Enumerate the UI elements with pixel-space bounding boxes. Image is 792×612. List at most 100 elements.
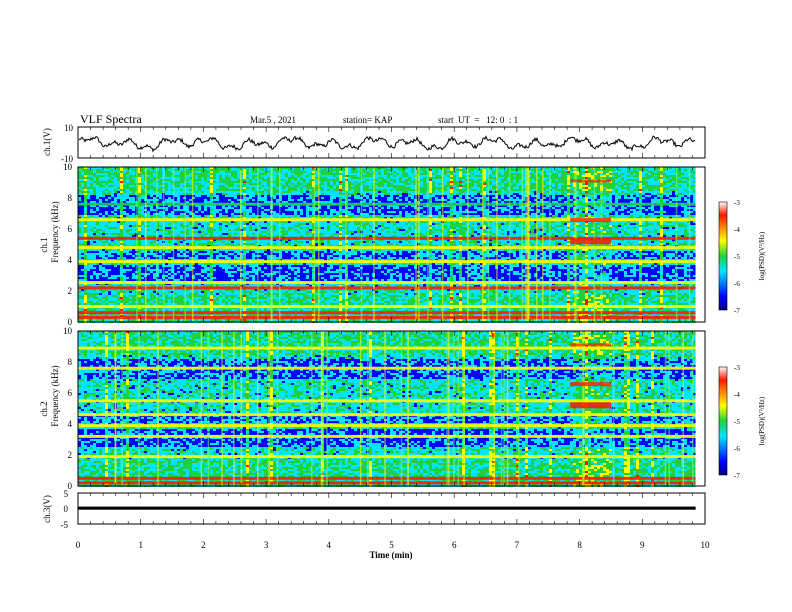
spectrogram-cell xyxy=(87,243,90,245)
spectrogram-cell xyxy=(252,211,255,213)
spectrogram-cell xyxy=(207,183,210,185)
spectrogram-cell xyxy=(84,233,87,235)
spectrogram-cell xyxy=(108,185,111,187)
spectrogram-cell xyxy=(129,171,132,173)
spectrogram-cell xyxy=(141,235,144,237)
spectrogram-cell xyxy=(228,271,231,273)
spectrogram-cell xyxy=(207,309,210,311)
spectrogram-cell xyxy=(213,175,216,177)
spectrogram-cell xyxy=(219,175,222,177)
spectrogram-cell xyxy=(111,181,114,183)
spectrogram-cell xyxy=(207,271,210,273)
spectrogram-cell xyxy=(84,319,87,321)
spectrogram-cell xyxy=(219,301,222,303)
spectrogram-cell xyxy=(243,183,246,185)
spectrogram-cell xyxy=(246,199,249,201)
spectrogram-cell xyxy=(186,183,189,185)
spectrogram-cell xyxy=(114,309,117,311)
spectrogram-cell xyxy=(189,265,192,267)
spectrogram-cell xyxy=(213,183,216,185)
spectrogram-cell xyxy=(216,223,219,225)
spectrogram-cell xyxy=(243,309,246,311)
spectrogram-cell xyxy=(120,271,123,273)
spectrogram-cell xyxy=(234,271,237,273)
spectrogram-cell xyxy=(174,171,177,173)
spectrogram-cell xyxy=(129,225,132,227)
spectrogram-cell xyxy=(81,235,84,237)
spectrogram-cell xyxy=(201,303,204,305)
spectrogram-cell xyxy=(174,169,177,171)
spectrogram-cell xyxy=(108,189,111,191)
spectrogram-cell xyxy=(201,183,204,185)
spectrogram-cell xyxy=(198,265,201,267)
spectrogram-cell xyxy=(201,271,204,273)
spectrogram-cell xyxy=(195,171,198,173)
spectrogram-cell xyxy=(117,293,120,295)
spectrogram-cell xyxy=(150,297,153,299)
spectrogram-cell xyxy=(159,233,162,235)
spectrogram-cell xyxy=(177,253,180,255)
spectrogram-cell xyxy=(231,297,234,299)
spectrogram-cell xyxy=(228,255,231,257)
spectrogram-cell xyxy=(261,291,264,293)
spectrogram-cell xyxy=(213,233,216,235)
spectrogram-cell xyxy=(246,271,249,273)
spectrogram-cell xyxy=(195,231,198,233)
spectrogram-cell xyxy=(147,169,150,171)
spectrogram-cell xyxy=(249,185,252,187)
spectrogram-cell xyxy=(111,253,114,255)
spectrogram-cell xyxy=(237,241,240,243)
spectrogram-cell xyxy=(195,295,198,297)
spectrogram-cell xyxy=(150,183,153,185)
spectrogram-cell xyxy=(189,231,192,233)
spectrogram-cell xyxy=(267,297,270,299)
spectrogram-cell xyxy=(120,309,123,311)
spectrogram-cell xyxy=(99,267,102,269)
spectrogram-cell xyxy=(153,209,156,211)
spectrogram-cell xyxy=(117,251,120,253)
spectrogram-cell xyxy=(117,319,120,321)
spectrogram-cell xyxy=(84,309,87,311)
spectrogram-cell xyxy=(117,303,120,305)
spectrogram-cell xyxy=(201,211,204,213)
spectrogram-cell xyxy=(195,279,198,281)
spectrogram-cell xyxy=(102,319,105,321)
spectrogram-cell xyxy=(84,269,87,271)
spectrogram-cell xyxy=(90,185,93,187)
spectrogram-cell xyxy=(126,211,129,213)
spectrogram-cell xyxy=(108,273,111,275)
spectrogram-cell xyxy=(105,189,108,191)
spectrogram-cell xyxy=(228,301,231,303)
spectrogram-cell xyxy=(189,241,192,243)
spectrogram-cell xyxy=(120,215,123,217)
spectrogram-cell xyxy=(261,185,264,187)
spectrogram-cell xyxy=(168,249,171,251)
spectrogram-cell xyxy=(249,199,252,201)
spectrogram-cell xyxy=(93,199,96,201)
spectrogram-cell xyxy=(246,301,249,303)
spectrogram-cell xyxy=(129,303,132,305)
spectrogram-cell xyxy=(168,297,171,299)
spectrogram-cell xyxy=(153,177,156,179)
spectrogram-cell xyxy=(216,227,219,229)
spectrogram-cell xyxy=(234,233,237,235)
spectrogram-cell xyxy=(153,193,156,195)
spectrogram-cell xyxy=(264,301,267,303)
spectrogram-cell xyxy=(132,253,135,255)
spectrogram-cell xyxy=(180,195,183,197)
spectrogram-cell xyxy=(147,243,150,245)
spectrogram-cell xyxy=(138,207,141,209)
spectrogram-cell xyxy=(111,299,114,301)
spectrogram-cell xyxy=(264,251,267,253)
spectrogram-cell xyxy=(186,223,189,225)
spectrogram-cell xyxy=(234,291,237,293)
spectrogram-cell xyxy=(153,187,156,189)
spectrogram-cell xyxy=(234,269,237,271)
spectrogram-cell xyxy=(198,277,201,279)
spectrogram-cell xyxy=(174,199,177,201)
spectrogram-cell xyxy=(141,271,144,273)
spectrogram-cell xyxy=(186,301,189,303)
spectrogram-cell xyxy=(174,273,177,275)
spectrogram-cell xyxy=(165,193,168,195)
spectrogram-cell xyxy=(159,181,162,183)
